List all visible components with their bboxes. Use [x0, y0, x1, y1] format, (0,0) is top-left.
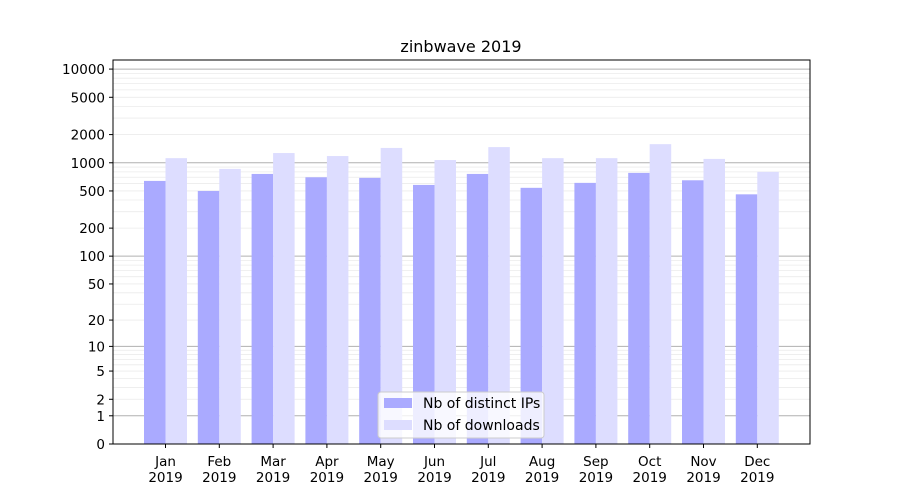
bar-downloads [326, 156, 349, 445]
x-tick-label: Oct [638, 454, 661, 470]
x-tick-label: Jul [479, 454, 496, 470]
x-tick-label-year: 2019 [633, 470, 667, 486]
bar-distinct-ips [735, 194, 758, 444]
x-tick-label-year: 2019 [364, 470, 398, 486]
plot-area-frame [112, 59, 811, 445]
legend-swatch-downloads [384, 420, 412, 430]
x-tick-label: Sep [583, 454, 608, 470]
y-tick-label: 1000 [71, 156, 105, 172]
x-tick-label-year: 2019 [417, 470, 451, 486]
bar-distinct-ips [305, 177, 327, 444]
y-tick-label: 10000 [62, 62, 105, 78]
bar-downloads [488, 147, 510, 444]
y-tick-label: 100 [79, 249, 105, 265]
x-tick-label: Feb [207, 454, 231, 470]
x-tick-label: Dec [744, 454, 770, 470]
x-tick-label-year: 2019 [471, 470, 505, 486]
bar-distinct-ips [628, 172, 650, 444]
x-tick-label: Mar [260, 454, 286, 470]
bar-downloads [434, 160, 456, 444]
bar-distinct-ips [466, 173, 489, 444]
x-tick-label-year: 2019 [256, 470, 290, 486]
bar-downloads [219, 168, 241, 444]
x-tick-label-year: 2019 [202, 470, 236, 486]
bar-distinct-ips [413, 184, 435, 444]
y-tick-label: 2 [96, 392, 105, 408]
x-tick-label: Aug [529, 454, 555, 470]
y-tick-label: 2000 [71, 128, 105, 144]
bar-downloads [703, 158, 725, 444]
bar-downloads [165, 158, 187, 444]
bar-downloads [273, 153, 295, 444]
x-tick-label-year: 2019 [740, 470, 774, 486]
bar-downloads [595, 158, 618, 444]
y-tick-label: 50 [88, 277, 105, 293]
bar-distinct-ips [520, 187, 543, 444]
x-tick-label-year: 2019 [579, 470, 613, 486]
bar-downloads [757, 171, 779, 444]
y-tick-label: 20 [88, 313, 105, 329]
bar-distinct-ips [251, 173, 274, 444]
x-tick-label: Jun [423, 454, 445, 470]
bar-downloads [542, 158, 564, 444]
bar-distinct-ips [682, 180, 704, 445]
x-tick-label: May [367, 454, 395, 470]
y-tick-label: 0 [96, 437, 105, 453]
x-tick-label-year: 2019 [148, 470, 182, 486]
bar-distinct-ips [574, 182, 596, 444]
y-tick-label: 5000 [71, 90, 105, 106]
x-tick-label-year: 2019 [686, 470, 720, 486]
legend-swatch-ips [384, 398, 412, 408]
legend-label-ips: Nb of distinct IPs [423, 396, 540, 412]
y-axis: 0 12 5 10 20 50 100 200 500 1000 2000 5000 10000 [62, 62, 113, 453]
bar-downloads [649, 144, 672, 444]
legend-label-downloads: Nb of downloads [423, 418, 540, 434]
y-tick-label: 200 [79, 221, 105, 237]
x-tick-label-year: 2019 [310, 470, 344, 486]
bars [144, 144, 779, 445]
y-tick-label: 5 [96, 364, 105, 380]
bar-distinct-ips [197, 190, 220, 444]
bar-distinct-ips [359, 177, 381, 444]
y-tick-label: 500 [79, 184, 105, 200]
x-tick-label: Apr [315, 454, 339, 470]
bar-downloads [380, 147, 403, 444]
x-axis: Jan2019Feb2019Mar2019Apr2019May2019Jun20… [148, 444, 774, 486]
chart-title: zinbwave 2019 [400, 37, 521, 56]
bar-distinct-ips [144, 180, 166, 445]
x-tick-label: Nov [690, 454, 716, 470]
y-tick-label: 10 [88, 339, 105, 355]
legend: Nb of distinct IPs Nb of downloads [377, 391, 545, 439]
x-tick-label-year: 2019 [525, 470, 559, 486]
y-tick-label: 1 [96, 409, 105, 425]
x-tick-label: Jan [154, 454, 176, 470]
